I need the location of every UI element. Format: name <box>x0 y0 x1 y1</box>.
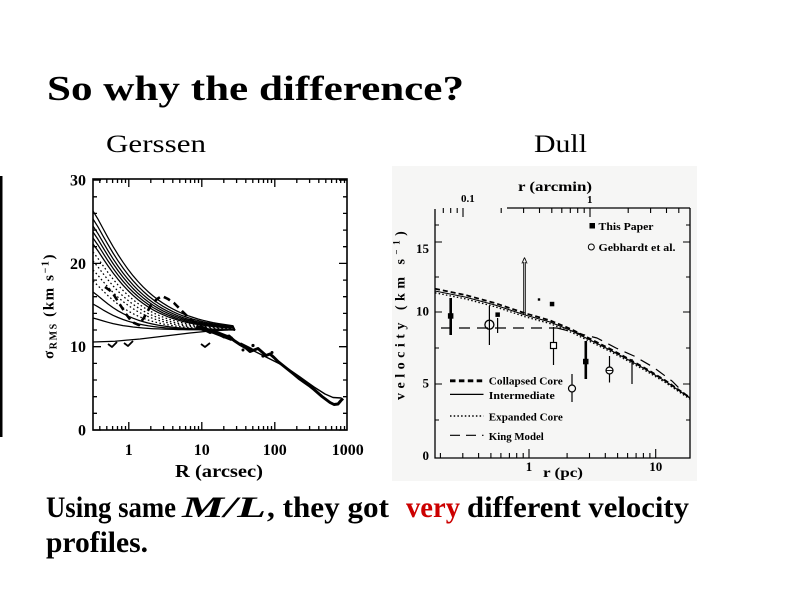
svg-text:r (pc): r (pc) <box>543 466 583 481</box>
svg-text:velocity (km s−1): velocity (km s−1) <box>392 227 409 400</box>
svg-text:very: very <box>406 491 460 524</box>
svg-text:Intermediate: Intermediate <box>489 391 555 402</box>
svg-text:0: 0 <box>423 448 430 463</box>
svg-text:Dull: Dull <box>534 131 587 158</box>
svg-text:Collapsed Core: Collapsed Core <box>489 377 563 388</box>
svg-text:, they got: , they got <box>267 491 389 524</box>
svg-text:1: 1 <box>587 194 593 206</box>
svg-text:King Model: King Model <box>489 432 544 443</box>
svg-text:20: 20 <box>70 256 86 273</box>
svg-text:Gerssen: Gerssen <box>106 131 207 158</box>
svg-text:0: 0 <box>78 423 86 440</box>
svg-text:This Paper: This Paper <box>599 222 654 233</box>
svg-text:1000: 1000 <box>332 442 364 459</box>
svg-text:0.1: 0.1 <box>461 193 475 205</box>
svg-text:100: 100 <box>263 442 287 459</box>
svg-text:15: 15 <box>416 241 430 256</box>
svg-text:σRMS (km s−1): σRMS (km s−1) <box>41 253 60 359</box>
svg-text:So why the difference?: So why the difference? <box>47 69 464 108</box>
svg-text:5: 5 <box>423 376 430 391</box>
svg-text:Expanded Core: Expanded Core <box>489 413 563 424</box>
svg-text:r (arcmin): r (arcmin) <box>518 180 592 195</box>
svg-text:Using same: Using same <box>46 491 176 524</box>
svg-text:Gebhardt et al.: Gebhardt et al. <box>599 243 676 254</box>
svg-text:different velocity: different velocity <box>467 491 689 524</box>
svg-text:10: 10 <box>194 442 210 459</box>
svg-text:30: 30 <box>70 173 86 190</box>
svg-text:10: 10 <box>416 304 429 319</box>
svg-text:R (arcsec): R (arcsec) <box>175 461 263 482</box>
svg-text:M/L: M/L <box>180 491 266 524</box>
svg-text:profiles.: profiles. <box>46 526 148 559</box>
svg-text:10: 10 <box>70 339 86 356</box>
svg-text:1: 1 <box>125 442 133 459</box>
svg-text:1: 1 <box>526 459 533 474</box>
svg-text:10: 10 <box>649 459 662 474</box>
